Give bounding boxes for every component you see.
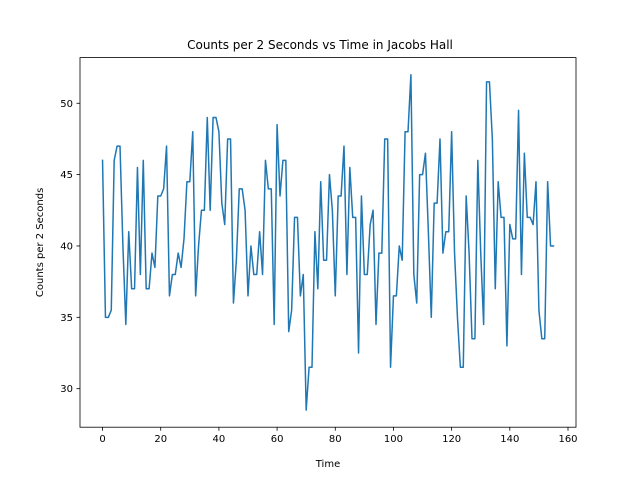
x-tick-label: 60 xyxy=(271,434,284,445)
x-tick-label: 20 xyxy=(154,434,167,445)
x-tick-label: 160 xyxy=(558,434,577,445)
x-tick-label: 140 xyxy=(500,434,519,445)
y-tick-label: 30 xyxy=(60,384,73,395)
y-axis: 30 35 40 45 50 xyxy=(60,99,80,395)
x-axis-label: Time xyxy=(315,459,340,470)
plot-area xyxy=(79,57,577,428)
x-axis: 0 20 40 60 80 100 120 140 160 xyxy=(99,427,578,445)
chart-title: Counts per 2 Seconds vs Time in Jacobs H… xyxy=(187,38,453,52)
x-tick-label: 120 xyxy=(442,434,461,445)
series-line xyxy=(101,73,555,411)
y-tick-label: 45 xyxy=(60,170,73,181)
x-tick-label: 0 xyxy=(99,434,105,445)
x-tick-label: 100 xyxy=(384,434,403,445)
plot-frame xyxy=(79,57,577,428)
y-tick-label: 40 xyxy=(60,241,73,252)
x-tick-label: 40 xyxy=(213,434,226,445)
y-tick-label: 50 xyxy=(60,99,73,110)
x-tick-label: 80 xyxy=(329,434,342,445)
y-axis-label: Counts per 2 Seconds xyxy=(35,188,46,297)
y-tick-label: 35 xyxy=(60,313,73,324)
